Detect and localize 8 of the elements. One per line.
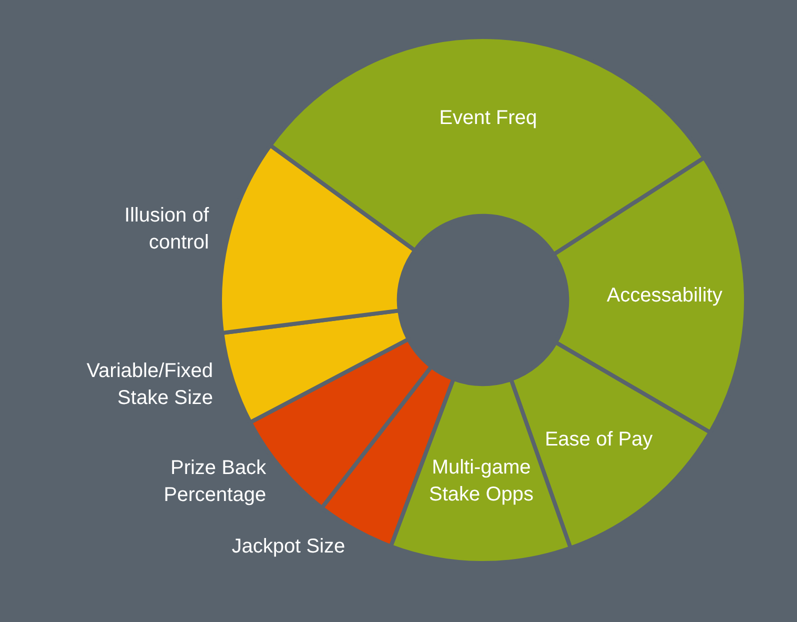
slice-label: Multi-game Stake Opps [429, 456, 534, 506]
slice-label: Ease of Pay [544, 428, 653, 450]
slice-label: Event Freq [439, 107, 538, 130]
slice-label: Jackpot Size [232, 536, 346, 558]
slice-label: Accessability [606, 284, 722, 307]
slice-label: Illusion of control [124, 204, 210, 254]
slice-label: Prize Back Percentage [164, 456, 268, 506]
slice-label: Variable/Fixed Stake Size [86, 360, 214, 409]
